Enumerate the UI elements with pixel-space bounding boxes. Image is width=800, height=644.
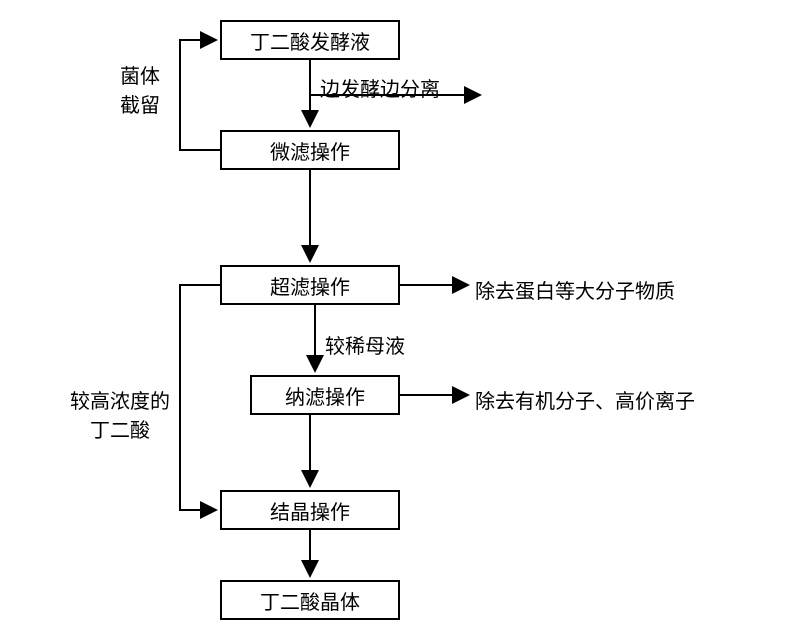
label-remove-protein: 除去蛋白等大分子物质: [475, 275, 675, 304]
label-cell-retention: 菌体 截留: [120, 60, 160, 118]
node-nanofiltration: 纳滤操作: [250, 375, 400, 415]
label-text: 丁二酸: [70, 414, 170, 443]
label-remove-organic: 除去有机分子、高价离子: [475, 385, 695, 414]
label-ferment-separate: 边发酵边分离: [320, 73, 440, 102]
node-label: 结晶操作: [270, 496, 350, 525]
label-high-conc: 较高浓度的 丁二酸: [70, 385, 170, 443]
label-dilute-liquor: 较稀母液: [325, 330, 405, 359]
node-crystal: 丁二酸晶体: [220, 580, 400, 620]
node-crystallization: 结晶操作: [220, 490, 400, 530]
node-microfiltration: 微滤操作: [220, 130, 400, 170]
node-label: 丁二酸发酵液: [250, 26, 370, 55]
label-text: 较高浓度的: [70, 385, 170, 414]
label-text: 除去蛋白等大分子物质: [475, 281, 675, 303]
label-text: 除去有机分子、高价离子: [475, 391, 695, 413]
node-fermentation-broth: 丁二酸发酵液: [220, 20, 400, 60]
node-label: 纳滤操作: [285, 381, 365, 410]
label-text: 菌体: [120, 60, 160, 89]
label-text: 较稀母液: [325, 336, 405, 358]
node-label: 丁二酸晶体: [260, 586, 360, 615]
label-text: 边发酵边分离: [320, 79, 440, 101]
node-ultrafiltration: 超滤操作: [220, 265, 400, 305]
node-label: 微滤操作: [270, 136, 350, 165]
label-text: 截留: [120, 89, 160, 118]
node-label: 超滤操作: [270, 271, 350, 300]
flowchart-diagram: 丁二酸发酵液 微滤操作 超滤操作 纳滤操作 结晶操作 丁二酸晶体 菌体 截留 边…: [0, 0, 800, 644]
